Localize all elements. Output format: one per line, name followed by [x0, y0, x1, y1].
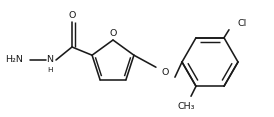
Text: N: N: [47, 55, 53, 64]
Text: Cl: Cl: [238, 19, 247, 28]
Text: O: O: [161, 68, 169, 77]
Text: H: H: [47, 67, 53, 73]
Text: CH₃: CH₃: [177, 102, 195, 111]
Text: O: O: [68, 11, 76, 20]
Text: O: O: [109, 29, 117, 38]
Text: H₂N: H₂N: [5, 55, 23, 64]
